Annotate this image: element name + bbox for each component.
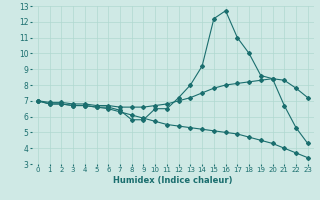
X-axis label: Humidex (Indice chaleur): Humidex (Indice chaleur) [113,176,233,185]
